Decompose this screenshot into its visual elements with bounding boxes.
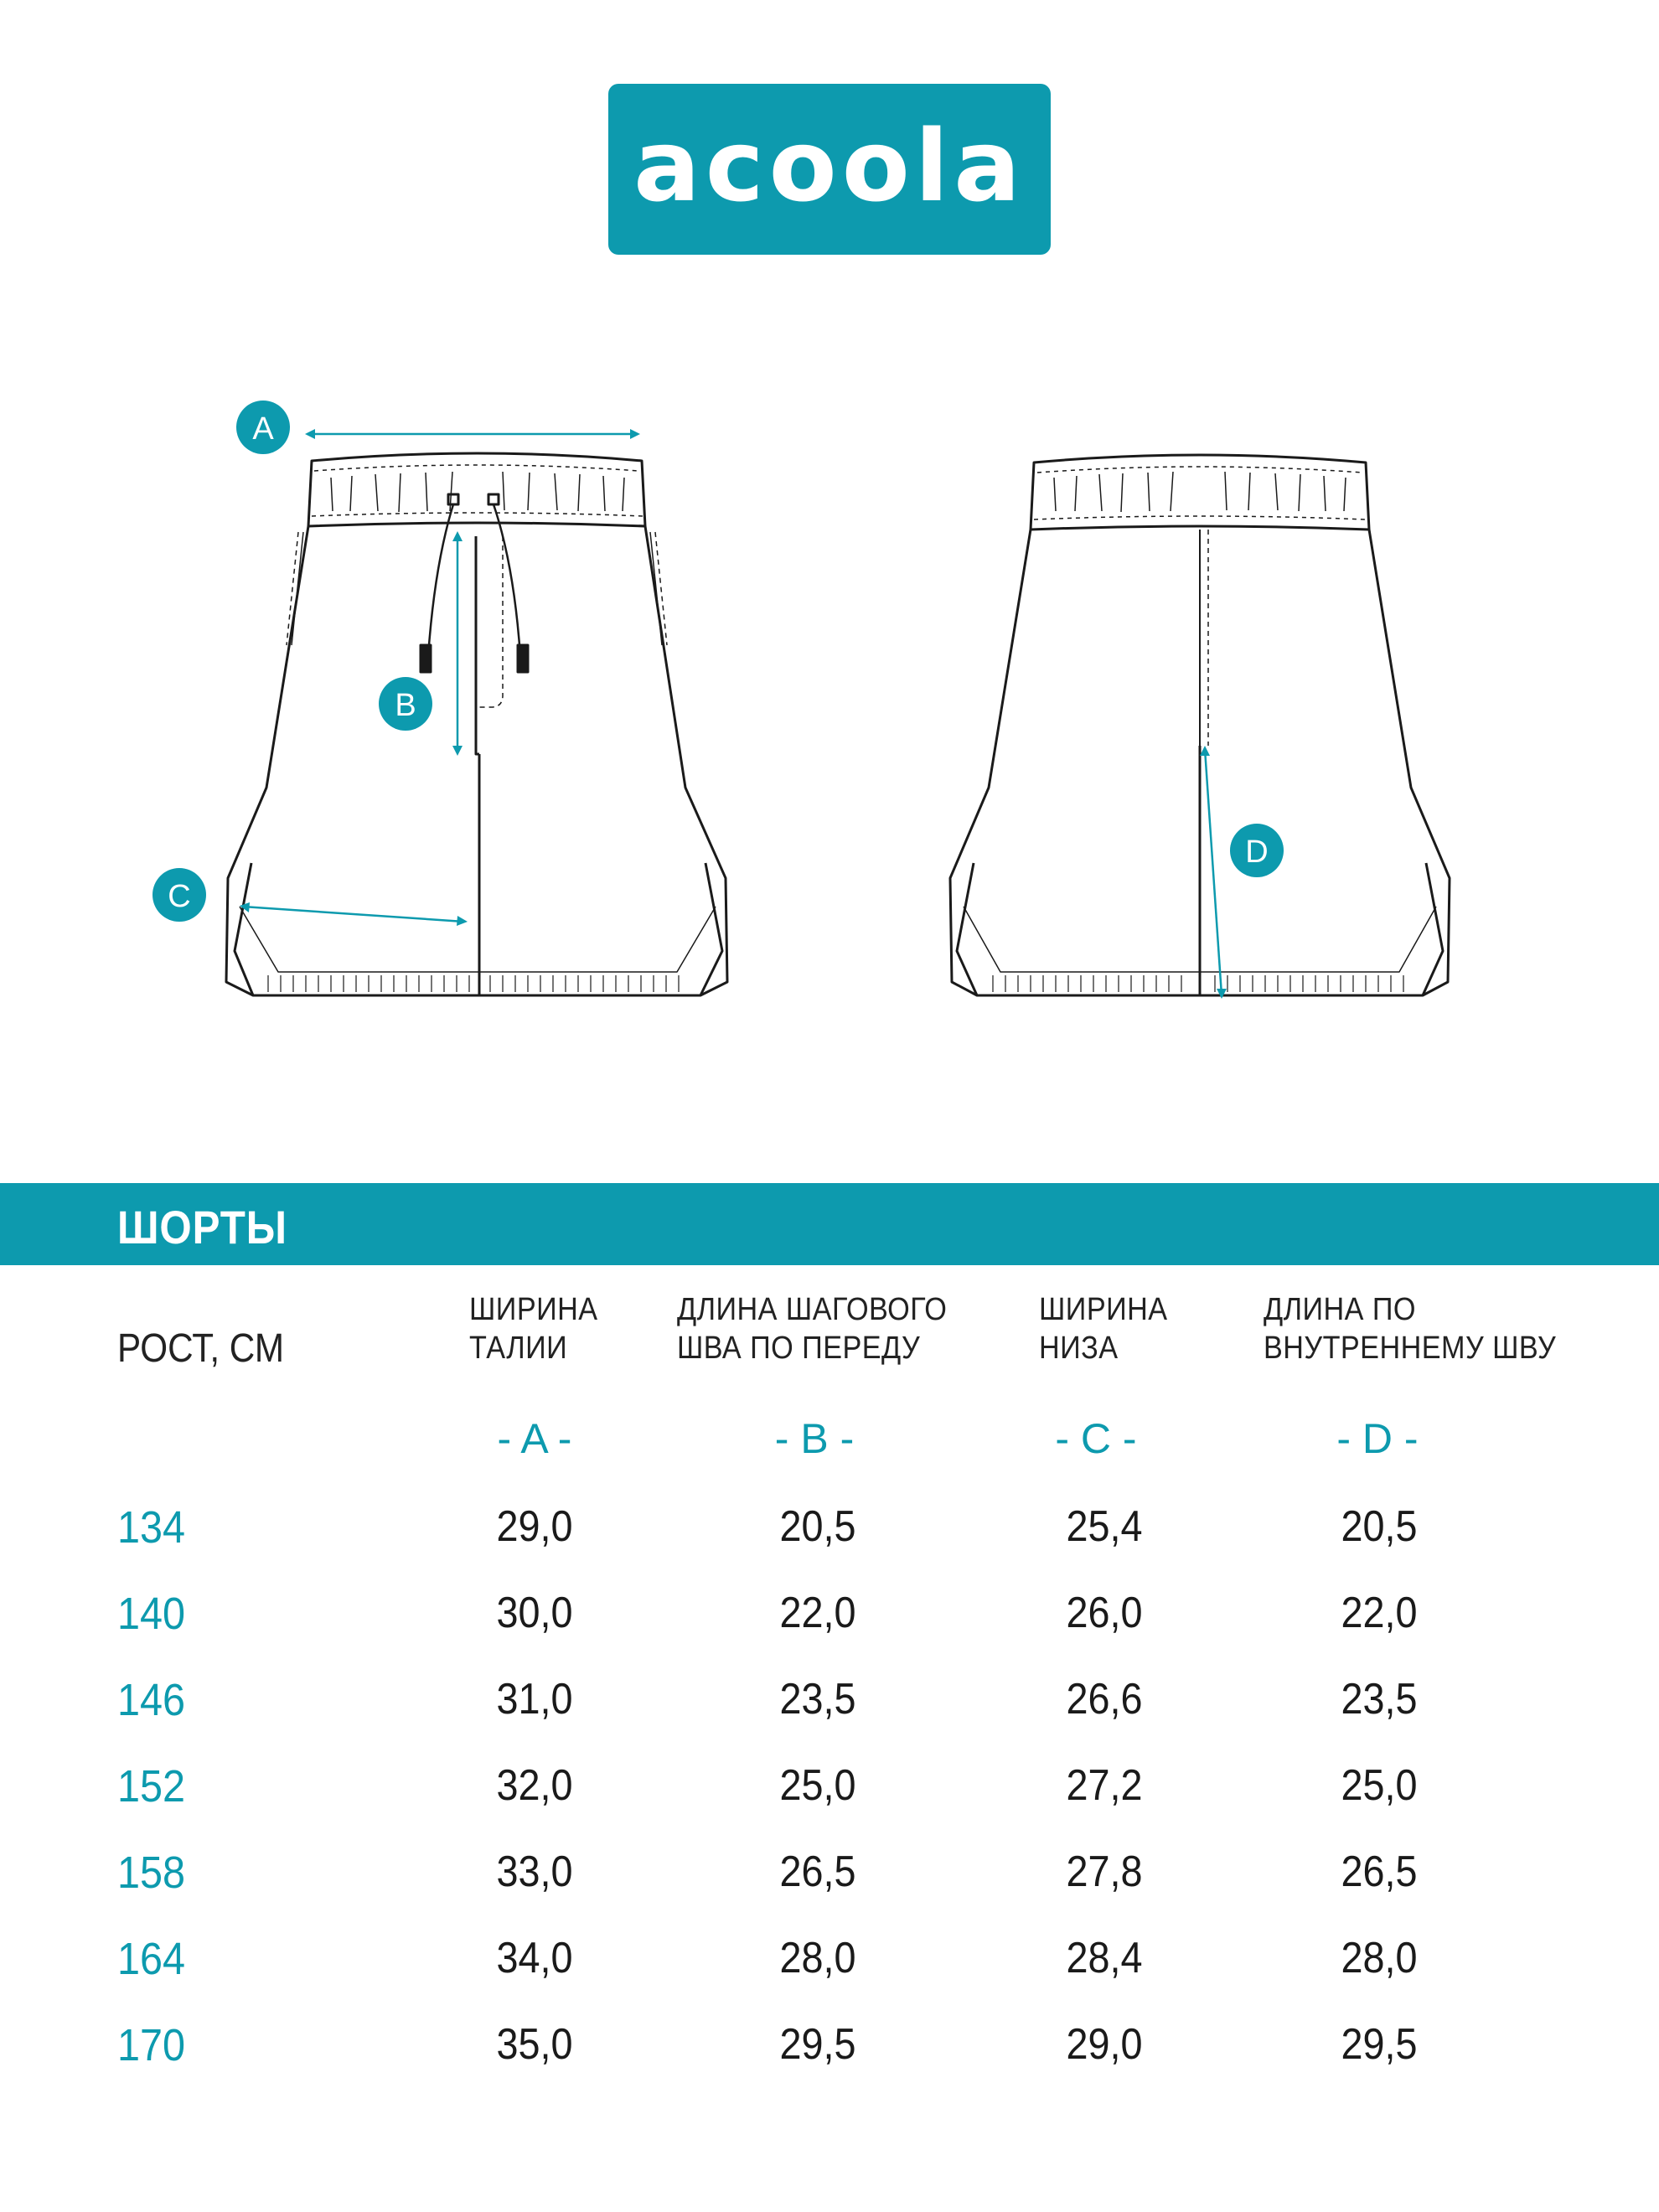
cell-d: 22,0 <box>1341 1589 1418 1637</box>
cell-b: 25,0 <box>779 1761 856 1810</box>
marker-a-icon: A <box>236 401 290 454</box>
front-view <box>225 452 729 997</box>
table-title-band: ШОРТЫ <box>0 1183 1659 1265</box>
brand-logo-text: acoola <box>633 108 1026 224</box>
column-header-d: ДЛИНА ПО ВНУТРЕННЕМУ ШВУ <box>1264 1292 1557 1366</box>
row-height: 152 <box>117 1761 186 1811</box>
row-height: 158 <box>117 1848 186 1898</box>
cell-c: 26,0 <box>1066 1589 1143 1637</box>
marker-b-icon: B <box>379 677 432 731</box>
table-row: 146 31,0 23,5 26,6 23,5 <box>0 1674 1659 1725</box>
column-header-c: ШИРИНА НИЗА <box>1039 1292 1168 1366</box>
row-height: 140 <box>117 1589 186 1639</box>
cell-b: 20,5 <box>779 1502 856 1551</box>
shorts-diagram: A B C D <box>152 401 1451 999</box>
cell-d: 29,5 <box>1341 2020 1418 2069</box>
cell-b: 22,0 <box>779 1589 856 1637</box>
column-letter-b: - B - <box>774 1415 855 1462</box>
cell-a: 31,0 <box>496 1675 573 1724</box>
svg-text:D: D <box>1245 835 1268 870</box>
cell-c: 28,4 <box>1066 1934 1143 1982</box>
cell-a: 33,0 <box>496 1848 573 1896</box>
cell-b: 28,0 <box>779 1934 856 1982</box>
row-height: 164 <box>117 1934 186 1984</box>
cell-a: 30,0 <box>496 1589 573 1637</box>
cell-c: 26,6 <box>1066 1675 1143 1724</box>
cell-a: 35,0 <box>496 2020 573 2069</box>
column-header-a: ШИРИНА ТАЛИИ <box>469 1292 598 1366</box>
cell-c: 25,4 <box>1066 1502 1143 1551</box>
row-height: 170 <box>117 2020 186 2070</box>
row-height: 146 <box>117 1675 186 1725</box>
cell-a: 32,0 <box>496 1761 573 1810</box>
svg-text:B: B <box>395 688 416 723</box>
svg-text:C: C <box>168 879 190 914</box>
table-title: ШОРТЫ <box>117 1201 287 1253</box>
cell-c: 27,8 <box>1066 1848 1143 1896</box>
cell-b: 29,5 <box>779 2020 856 2069</box>
marker-d-icon: D <box>1230 824 1284 877</box>
table-row: 134 29,0 20,5 25,4 20,5 <box>0 1501 1659 1553</box>
cell-b: 26,5 <box>779 1848 856 1896</box>
table-row: 164 34,0 28,0 28,4 28,0 <box>0 1933 1659 1984</box>
column-letter-a: - A - <box>497 1415 572 1462</box>
cell-a: 34,0 <box>496 1934 573 1982</box>
column-header-b: ДЛИНА ШАГОВОГО ШВА ПО ПЕРЕДУ <box>677 1292 948 1366</box>
table-row: 170 35,0 29,5 29,0 29,5 <box>0 2019 1659 2070</box>
table-row: 158 33,0 26,5 27,8 26,5 <box>0 1847 1659 1898</box>
table-row: 140 30,0 22,0 26,0 22,0 <box>0 1588 1659 1639</box>
cell-d: 28,0 <box>1341 1934 1418 1982</box>
svg-text:A: A <box>252 411 274 447</box>
cell-b: 23,5 <box>779 1675 856 1724</box>
cell-d: 20,5 <box>1341 1502 1418 1551</box>
column-letter-c: - C - <box>1055 1415 1137 1462</box>
back-view <box>948 453 1451 997</box>
row-header-label: РОСТ, СМ <box>117 1326 285 1371</box>
table-row: 152 32,0 25,0 27,2 25,0 <box>0 1760 1659 1811</box>
brand-logo: acoola <box>608 84 1051 255</box>
row-height: 134 <box>117 1502 186 1553</box>
cell-d: 25,0 <box>1341 1761 1418 1810</box>
column-letter-d: - D - <box>1336 1415 1419 1462</box>
cell-d: 26,5 <box>1341 1848 1418 1896</box>
marker-c-icon: C <box>152 868 206 922</box>
cell-c: 29,0 <box>1066 2020 1143 2069</box>
cell-c: 27,2 <box>1066 1761 1143 1810</box>
cell-a: 29,0 <box>496 1502 573 1551</box>
cell-d: 23,5 <box>1341 1675 1418 1724</box>
